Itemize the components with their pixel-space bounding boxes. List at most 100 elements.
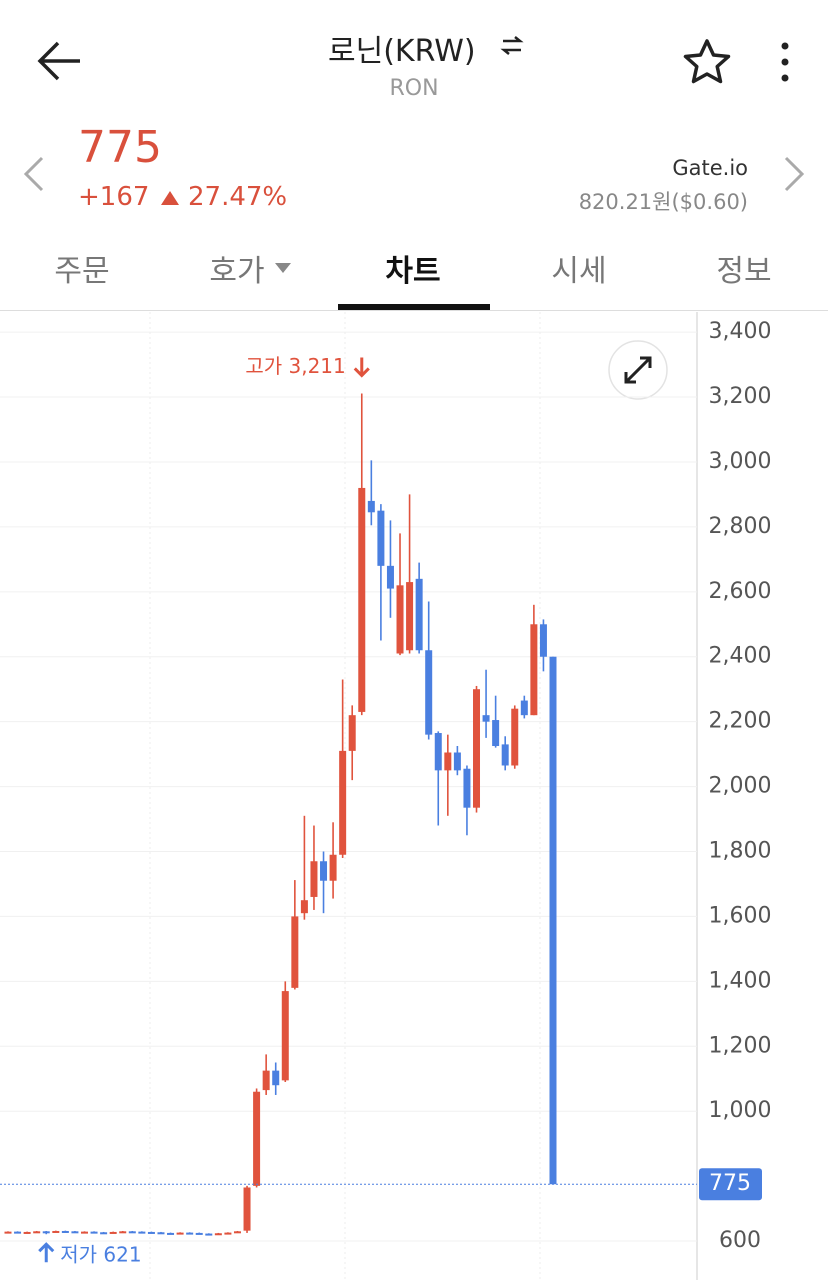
up-triangle [161,191,179,205]
candle-body [100,1232,108,1235]
candle-body [243,1187,251,1231]
y-tick-label: 2,200 [709,709,772,734]
candle-body [415,578,423,651]
candle-body [425,650,433,735]
candle-body [224,1232,232,1235]
candle-body [167,1232,175,1235]
title: 로닌(KRW) [328,34,476,69]
tab[interactable]: 주문 [54,254,110,289]
menu-button[interactable] [776,40,794,84]
candle-body [147,1231,155,1234]
candle-body [128,1231,136,1234]
candle-body [272,1070,280,1086]
high-annotation: 고가 3,211 [245,354,345,378]
y-tick-label: 3,200 [709,384,772,409]
tab-indicator [338,304,490,310]
change-percent: 27.47% [188,182,288,212]
dropdown-icon [275,263,291,273]
chart: 3,400 3,200 3,000 2,800 2,600 2,400 2,200 2,000… [0,312,772,1280]
exchange-name: Gate.io [672,156,748,180]
candle-body [320,861,328,881]
candle-body [511,708,519,766]
candle-body [281,991,289,1081]
candle-body [157,1232,165,1235]
expand-icon [624,356,652,384]
candle-body [214,1233,222,1236]
candle-body [109,1231,117,1234]
y-tick-label: 1,400 [709,968,772,993]
price-change: +167 [78,182,150,212]
prev-button[interactable] [22,156,46,192]
candle-body [119,1231,127,1234]
candle-body [539,624,547,657]
candle-body [530,624,538,716]
candle-body [42,1231,50,1234]
candle-body [377,510,385,566]
y-tick-label: 2,400 [709,644,772,669]
candle-body [291,916,299,988]
current-price-tag [699,1168,762,1201]
candle-body [492,720,500,747]
swap-icon[interactable] [500,34,524,58]
candle-body [358,487,366,712]
candle-body [482,715,490,722]
candle-body [205,1233,213,1236]
candle-body [4,1231,12,1234]
candle-body [262,1070,270,1091]
candle-body [367,500,375,513]
subtitle: RON [389,76,439,101]
tab[interactable]: 시세 [551,254,607,289]
tab-divider [0,310,828,311]
tab-active[interactable]: 차트 [385,254,441,289]
next-button[interactable] [782,156,806,192]
candle-body [138,1231,146,1234]
current-price-label: 775 [709,1171,751,1196]
high-arrow [353,357,370,378]
candle-body [434,733,442,771]
current-price: 775 [78,122,162,173]
candle-body [90,1231,98,1234]
candle-body [23,1231,31,1234]
y-tick-label: 3,000 [709,449,772,474]
candle-body [52,1230,60,1233]
candle-body [176,1232,184,1235]
y-tick-label: 2,000 [709,774,772,799]
y-tick-label: 2,800 [709,514,772,539]
candle-body [453,752,461,771]
candle-body [339,750,347,855]
y-tick-label: 600 [719,1228,761,1253]
y-tick-label: 1,800 [709,839,772,864]
candle-body [348,715,356,751]
candle-body [195,1232,203,1235]
candle-body [406,582,414,651]
y-tick-label: 3,400 [709,319,772,344]
candle-body [520,700,528,716]
candle-body [186,1232,194,1235]
candle-body [444,752,452,771]
y-tick-label: 1,000 [709,1098,772,1123]
candle-body [14,1231,22,1234]
candle-body [386,565,394,589]
candle-body [329,854,337,881]
candle-body [61,1230,69,1233]
y-tick-label: 1,600 [709,903,772,928]
candle-body [463,768,471,808]
tab[interactable]: 호가 [209,254,265,289]
favorite-button[interactable] [682,38,732,86]
low-arrow [38,1242,55,1263]
candle-body [233,1231,241,1234]
low-annotation: 저가 621 [60,1243,141,1267]
y-tick-label: 2,600 [709,579,772,604]
candle-body [501,744,509,766]
candle-body [71,1231,79,1234]
y-tick-label: 1,200 [709,1033,772,1058]
tab[interactable]: 정보 [716,254,772,289]
candle-body [253,1091,261,1186]
back-button[interactable] [36,40,84,82]
exchange-price: 820.21원($0.60) [578,190,748,214]
candle-body [549,656,557,1185]
candle-body [33,1231,41,1234]
candle-body [80,1231,88,1234]
candle-body [396,585,404,654]
